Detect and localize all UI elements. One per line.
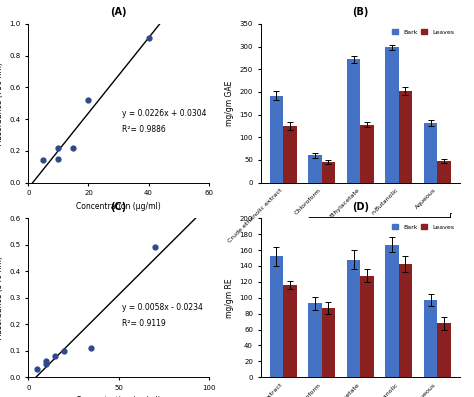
Bar [283, 285, 297, 377]
Bar [308, 155, 322, 183]
Y-axis label: mg/gm GAE: mg/gm GAE [225, 81, 234, 126]
Title: (B): (B) [352, 8, 368, 17]
Bar [322, 162, 335, 183]
Bar [360, 125, 374, 183]
Text: y = 0.0058x - 0.0234: y = 0.0058x - 0.0234 [122, 303, 203, 312]
Bar [308, 303, 322, 377]
Bar [360, 276, 374, 377]
X-axis label: Concentration (µg/ml): Concentration (µg/ml) [76, 202, 161, 211]
Bar [399, 91, 412, 183]
Bar [399, 264, 412, 377]
Text: Fractions: Fractions [362, 230, 397, 239]
Legend: Bark, Leaves: Bark, Leaves [390, 27, 456, 37]
Bar [347, 260, 360, 377]
Text: y = 0.0226x + 0.0304: y = 0.0226x + 0.0304 [122, 109, 207, 118]
Y-axis label: Absorbance (540 nm): Absorbance (540 nm) [0, 256, 4, 339]
Bar [322, 308, 335, 377]
Bar [347, 59, 360, 183]
Bar [385, 47, 399, 183]
X-axis label: Concentration (µg/ml): Concentration (µg/ml) [76, 396, 161, 397]
Y-axis label: Absorbance (750 nm): Absorbance (750 nm) [0, 62, 4, 145]
Legend: Bark, Leaves: Bark, Leaves [390, 222, 456, 232]
Bar [424, 123, 437, 183]
Text: R²= 0.9886: R²= 0.9886 [122, 125, 166, 134]
Bar [385, 245, 399, 377]
Y-axis label: mg/gm RE: mg/gm RE [225, 278, 234, 318]
Text: R²= 0.9119: R²= 0.9119 [122, 319, 166, 328]
Bar [437, 161, 451, 183]
Bar [270, 96, 283, 183]
Bar [437, 323, 451, 377]
Bar [283, 126, 297, 183]
Bar [424, 300, 437, 377]
Title: (C): (C) [110, 202, 127, 212]
Title: (D): (D) [352, 202, 369, 212]
Bar [270, 256, 283, 377]
Title: (A): (A) [110, 8, 127, 17]
